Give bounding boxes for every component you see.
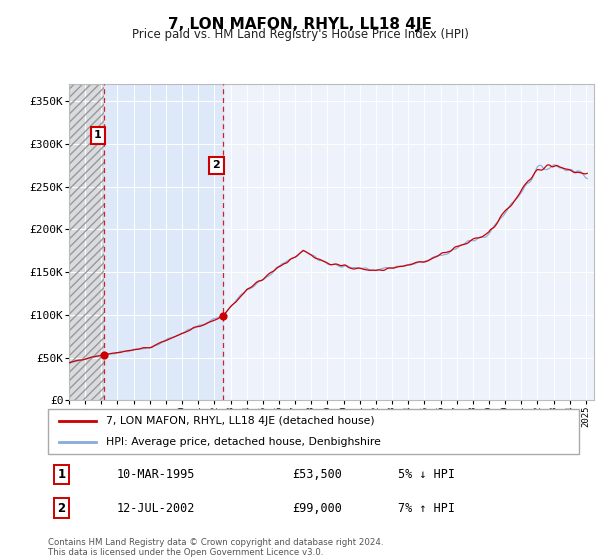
Text: 2: 2	[212, 160, 220, 170]
Text: 2: 2	[57, 502, 65, 515]
Text: Contains HM Land Registry data © Crown copyright and database right 2024.
This d: Contains HM Land Registry data © Crown c…	[48, 538, 383, 557]
Text: 7, LON MAFON, RHYL, LL18 4JE (detached house): 7, LON MAFON, RHYL, LL18 4JE (detached h…	[106, 416, 375, 426]
Text: 1: 1	[94, 130, 102, 141]
Text: Price paid vs. HM Land Registry's House Price Index (HPI): Price paid vs. HM Land Registry's House …	[131, 28, 469, 41]
Text: £53,500: £53,500	[292, 468, 342, 481]
Text: 5% ↓ HPI: 5% ↓ HPI	[398, 468, 455, 481]
Text: 7, LON MAFON, RHYL, LL18 4JE: 7, LON MAFON, RHYL, LL18 4JE	[168, 17, 432, 32]
Point	[100, 350, 109, 359]
Text: 10-MAR-1995: 10-MAR-1995	[117, 468, 196, 481]
Bar	[69, 84, 104, 400]
Text: 1: 1	[57, 468, 65, 481]
Text: 7% ↑ HPI: 7% ↑ HPI	[398, 502, 455, 515]
Text: 12-JUL-2002: 12-JUL-2002	[117, 502, 196, 515]
Text: HPI: Average price, detached house, Denbighshire: HPI: Average price, detached house, Denb…	[106, 436, 381, 446]
Point	[218, 311, 228, 320]
FancyBboxPatch shape	[48, 409, 579, 454]
Text: £99,000: £99,000	[292, 502, 342, 515]
Bar	[69, 84, 104, 400]
Bar	[104, 84, 223, 400]
